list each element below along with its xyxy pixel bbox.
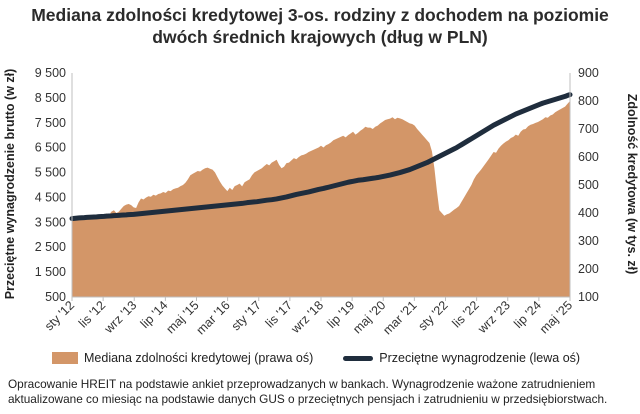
series-area-zdolnosc (72, 101, 570, 297)
y-tick-left-label: 1 500 (35, 265, 66, 279)
y-tick-left-label: 3 500 (35, 215, 66, 229)
y-tick-right-label: 900 (578, 66, 599, 80)
y-tick-right-label: 500 (578, 178, 599, 192)
y-tick-right-label: 200 (578, 262, 599, 276)
y-tick-right-label: 800 (578, 94, 599, 108)
series-line-wynagrodzenie (69, 92, 573, 222)
area-layer (72, 101, 570, 297)
y-axis-left-title: Przeciętne wynagrodzenie brutto (w zł) (3, 69, 17, 300)
y-axis-right-title: Zdolność kredytowa (w tys. zł) (625, 94, 639, 275)
x-tick-label: wrz '18 (288, 298, 326, 336)
x-tick-label: sty '17 (229, 298, 264, 333)
y-tick-right-label: 300 (578, 234, 599, 248)
x-tick-label: mar '21 (380, 298, 419, 337)
source-note: Opracowanie HREIT na podstawie ankiet pr… (8, 377, 628, 407)
chart-title: Mediana zdolności kredytowej 3-os. rodzi… (0, 4, 640, 48)
y-tick-left-label: 7 500 (35, 116, 66, 130)
y-tick-right-label: 100 (578, 290, 599, 304)
legend-swatch-area (52, 352, 78, 364)
y-tick-right-label: 600 (578, 150, 599, 164)
y-tick-left-label: 500 (45, 290, 66, 304)
legend-item-line: Przeciętne wynagrodzenie (lewa oś) (343, 351, 580, 365)
y-tick-left-label: 9 500 (35, 66, 66, 80)
y-tick-right-label: 400 (578, 206, 599, 220)
legend: Mediana zdolności kredytowej (prawa oś) … (52, 351, 580, 365)
legend-swatch-line (343, 355, 374, 361)
source-note-line-1: Opracowanie HREIT na podstawie ankiet pr… (8, 377, 596, 391)
chart-title-line-2: dwóch średnich krajowych (dług w PLN) (152, 27, 488, 47)
source-note-line-2: aktualizowane co miesiąc na podstawie da… (8, 392, 608, 406)
y-tick-right-label: 700 (578, 122, 599, 136)
y-tick-left-label: 6 500 (35, 141, 66, 155)
legend-label-area: Mediana zdolności kredytowej (prawa oś) (84, 351, 314, 365)
legend-label-line: Przeciętne wynagrodzenie (lewa oś) (379, 351, 581, 365)
x-tick-label: mar '16 (194, 298, 233, 337)
y-tick-left-label: 8 500 (35, 91, 66, 105)
y-tick-left-label: 4 500 (35, 190, 66, 204)
x-tick-label: wrz '13 (101, 298, 139, 336)
legend-item-area: Mediana zdolności kredytowej (prawa oś) (52, 351, 313, 365)
x-tick-label: sty '22 (415, 298, 450, 333)
chart-title-line-1: Mediana zdolności kredytowej 3-os. rodzi… (31, 5, 609, 25)
x-tick-label: wrz '23 (475, 298, 513, 336)
x-tick-label: maj '25 (537, 298, 575, 336)
line-layer (69, 92, 573, 222)
y-tick-left-label: 5 500 (35, 166, 66, 180)
y-tick-left-label: 2 500 (35, 240, 66, 254)
